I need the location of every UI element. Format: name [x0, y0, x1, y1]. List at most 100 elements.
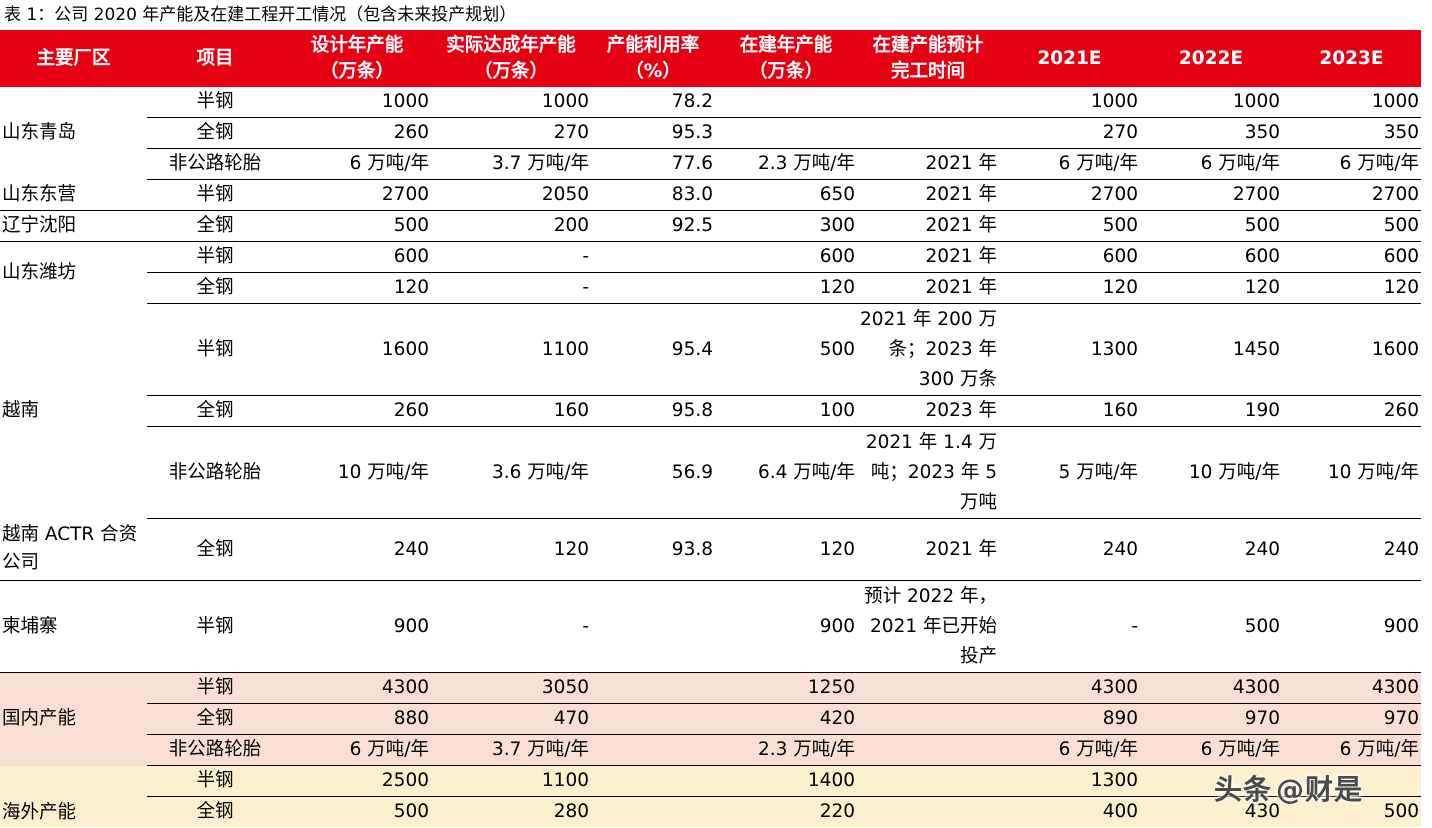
- building-cell: 1400: [715, 765, 857, 797]
- util-cell: [591, 272, 715, 304]
- y2022-cell: 1000: [1232, 91, 1280, 112]
- col-header-2023e: 2023E: [1282, 30, 1421, 87]
- y2023-cell: 350: [1282, 117, 1421, 149]
- y2021-cell: 600: [1102, 246, 1138, 267]
- y2021-cell: -: [999, 580, 1140, 673]
- col-header-item: 项目: [147, 30, 283, 87]
- design-cell: 260: [283, 395, 431, 427]
- design-cell: 880: [283, 703, 431, 735]
- util-cell: [591, 796, 715, 827]
- table-row: 越南 半钢 1600 1100 95.4 500 2021 年 200 万条；2…: [0, 304, 1421, 422]
- item-cell: 非公路轮胎: [147, 426, 283, 519]
- y2021-cell: 240: [999, 518, 1140, 581]
- building-cell: 300: [715, 210, 857, 242]
- col-header-util: 产能利用率 （%）: [591, 30, 715, 87]
- y2022-cell: 500: [1140, 580, 1282, 673]
- complete-cell: 2021 年: [857, 518, 999, 581]
- watermark-brand: 头条: [1214, 773, 1273, 806]
- col-header-2022e: 2022E: [1140, 30, 1282, 87]
- table-row: 全钢 500 280 220 400 430 500: [0, 796, 1421, 827]
- y2022-cell: [1140, 765, 1282, 797]
- col-header-building: 在建年产能 （万条）: [715, 30, 857, 87]
- y2022-cell: 600: [1244, 246, 1280, 267]
- y2021-cell: 1300: [1090, 338, 1138, 360]
- actual-cell: 200: [431, 210, 591, 242]
- y2021-cell: 6 万吨/年: [999, 148, 1140, 180]
- design-cell: 4300: [283, 672, 431, 704]
- design-cell: 500: [283, 796, 431, 827]
- complete-cell: 2021 年: [857, 179, 999, 211]
- actual-cell: 3.7 万吨/年: [431, 734, 591, 766]
- region-cell: 国内产能: [0, 672, 147, 766]
- complete-cell: 2021 年: [857, 272, 999, 304]
- table-row: 全钢 120 - 120 2021 年 120 120 120: [0, 272, 1421, 304]
- actual-cell: 1000: [541, 91, 589, 112]
- col-header-region: 主要厂区: [0, 30, 147, 87]
- y2021-cell: 120: [999, 272, 1140, 304]
- y2023-cell: 6 万吨/年: [1282, 148, 1421, 180]
- actual-cell: 1100: [541, 338, 589, 360]
- y2021-cell: 160: [999, 395, 1140, 427]
- actual-cell: 160: [431, 395, 591, 427]
- y2023-cell: 10 万吨/年: [1282, 426, 1421, 519]
- building-cell: 650: [715, 179, 857, 211]
- building-cell: 2.3 万吨/年: [715, 148, 857, 180]
- building-cell: 420: [715, 703, 857, 735]
- complete-cell: [857, 117, 999, 149]
- item-cell: 全钢: [147, 272, 283, 304]
- y2021-cell: 1000: [1090, 91, 1138, 112]
- building-cell: 600: [819, 246, 855, 267]
- complete-cell: 2023 年: [857, 395, 999, 427]
- region-cell: 柬埔寨: [0, 580, 147, 673]
- y2022-cell: 970: [1140, 703, 1282, 735]
- item-cell: 全钢: [147, 796, 283, 827]
- y2023-cell: [1282, 765, 1421, 797]
- design-cell: 1000: [381, 91, 429, 112]
- actual-cell: 470: [431, 703, 591, 735]
- table-row: 越南 ACTR 合资公司 全钢 240 120 93.8 120 2021 年 …: [0, 518, 1421, 581]
- region-cell: 越南 ACTR 合资公司: [0, 518, 147, 581]
- complete-cell: [857, 765, 999, 797]
- actual-cell: 120: [431, 518, 591, 581]
- y2021-cell: 6 万吨/年: [999, 734, 1140, 766]
- col-header-complete: 在建产能预计 完工时间: [857, 30, 999, 87]
- y2022-cell: 6 万吨/年: [1140, 148, 1282, 180]
- actual-cell: 2050: [431, 179, 591, 211]
- y2023-cell: 970: [1282, 703, 1421, 735]
- complete-cell: 预计 2022 年，2021 年已开始投产: [857, 580, 999, 673]
- y2023-cell: 260: [1282, 395, 1421, 427]
- y2021-cell: 500: [999, 210, 1140, 242]
- design-cell: 500: [283, 210, 431, 242]
- building-cell: 1250: [715, 672, 857, 704]
- item-cell: 全钢: [147, 518, 283, 581]
- design-cell: 240: [283, 518, 431, 581]
- y2022-cell: 6 万吨/年: [1140, 734, 1282, 766]
- item-cell: 全钢: [147, 210, 283, 242]
- actual-cell: 270: [431, 117, 591, 149]
- y2022-cell: 240: [1140, 518, 1282, 581]
- complete-cell: [857, 734, 999, 766]
- region-cell: 辽宁沈阳: [0, 210, 147, 242]
- design-cell: 2500: [283, 765, 431, 797]
- util-cell: 93.8: [591, 518, 715, 581]
- y2022-cell: 2700: [1140, 179, 1282, 211]
- y2021-cell: 400: [999, 796, 1140, 827]
- util-cell: 56.9: [591, 426, 715, 519]
- table-row: 山东青岛 半钢 1000 1000 78.2 1000 1000 1000: [0, 87, 1421, 143]
- y2023-cell: 4300: [1282, 672, 1421, 704]
- complete-cell: 2021 年: [857, 148, 999, 180]
- design-cell: 6 万吨/年: [283, 148, 431, 180]
- y2022-cell: 10 万吨/年: [1140, 426, 1282, 519]
- col-header-actual: 实际达成年产能 （万条）: [431, 30, 591, 87]
- design-cell: 260: [283, 117, 431, 149]
- capacity-table: 主要厂区 项目 设计年产能 （万条） 实际达成年产能 （万条） 产能利用率 （%） 在…: [0, 30, 1421, 827]
- actual-cell: 3.7 万吨/年: [431, 148, 591, 180]
- actual-cell: -: [431, 272, 591, 304]
- util-cell: 95.4: [671, 338, 713, 360]
- y2023-cell: 6 万吨/年: [1282, 734, 1421, 766]
- table-row: 全钢 880 470 420 890 970 970: [0, 703, 1421, 735]
- col-header-2021e: 2021E: [999, 30, 1140, 87]
- table-row: 全钢 260 270 95.3 270 350 350: [0, 117, 1421, 149]
- item-cell: 半钢: [147, 765, 283, 797]
- item-cell: 半钢: [147, 179, 283, 211]
